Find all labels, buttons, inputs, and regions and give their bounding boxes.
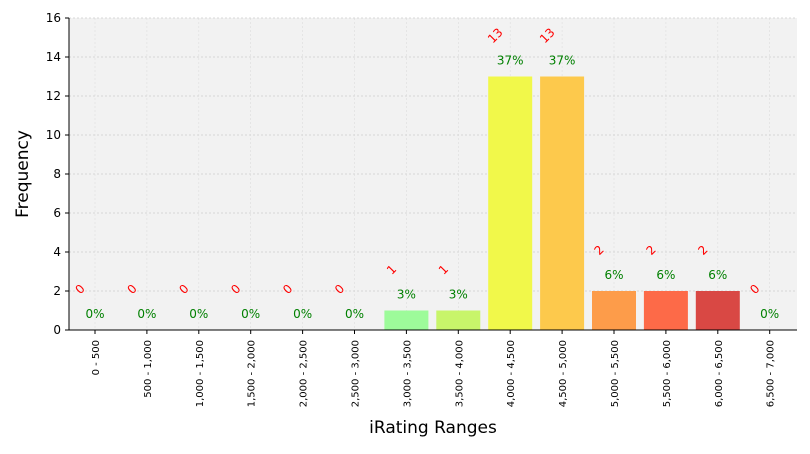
percent-label: 37% (497, 54, 524, 68)
y-tick-label: 16 (46, 11, 61, 25)
x-tick-label: 1,000 - 1,500 (195, 340, 206, 407)
percent-label: 37% (549, 54, 576, 68)
bars (384, 76, 740, 330)
x-tick-label: 4,000 - 4,500 (506, 340, 517, 407)
percent-label: 0% (85, 307, 104, 321)
y-tick-label: 10 (46, 128, 61, 142)
y-tick-label: 6 (53, 206, 61, 220)
percent-label: 6% (656, 268, 675, 282)
y-tick-label: 12 (46, 89, 61, 103)
y-tick-label: 4 (53, 245, 61, 259)
y-tick-label: 14 (46, 50, 61, 64)
percent-label: 0% (241, 307, 260, 321)
x-tick-label: 3,500 - 4,000 (454, 340, 465, 407)
bar (488, 76, 533, 330)
bar (384, 310, 429, 330)
percent-label: 0% (189, 307, 208, 321)
x-tick-label: 2,000 - 2,500 (299, 340, 310, 407)
axes: 0 2 4 6 8 10 12 14 16 0 - 500 500 - 1,000 1,000 - 1… (46, 11, 797, 407)
percent-label: 3% (449, 288, 468, 302)
x-tick-label: 6,500 - 7,000 (766, 340, 777, 407)
bar (643, 291, 688, 330)
x-tick-label: 500 - 1,000 (143, 340, 154, 398)
y-tick-label: 2 (53, 284, 61, 298)
x-tick-label: 4,500 - 5,000 (558, 340, 569, 407)
x-tick-label: 0 - 500 (91, 340, 102, 375)
y-tick-label: 0 (53, 323, 61, 337)
bar (540, 76, 585, 330)
x-tick-label: 6,000 - 6,500 (714, 340, 725, 407)
percent-label: 0% (293, 307, 312, 321)
percent-label: 0% (345, 307, 364, 321)
percent-label: 0% (760, 307, 779, 321)
y-tick-label: 8 (53, 167, 61, 181)
x-tick-label: 5,500 - 6,000 (662, 340, 673, 407)
x-tick-label: 2,500 - 3,000 (351, 340, 362, 407)
bar (695, 291, 740, 330)
percent-label: 6% (708, 268, 727, 282)
percent-label: 6% (604, 268, 623, 282)
percent-label: 0% (137, 307, 156, 321)
bar (592, 291, 636, 330)
y-axis-title: Frequency (13, 130, 33, 218)
bar (436, 310, 481, 330)
percent-label: 3% (397, 288, 416, 302)
x-axis-title: iRating Ranges (369, 418, 497, 438)
x-tick-label: 3,000 - 3,500 (402, 340, 413, 407)
x-tick-label: 5,000 - 5,500 (610, 340, 621, 407)
x-tick-label: 1,500 - 2,000 (247, 340, 258, 407)
